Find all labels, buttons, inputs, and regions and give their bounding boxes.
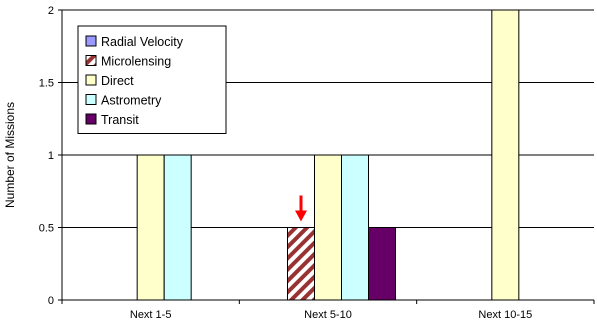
legend-swatch xyxy=(85,94,97,105)
legend: Radial Velocity Microlensing Direct Astrome… xyxy=(77,25,227,134)
axes: 0 0.5 1 1.5 2 Next 1-5 Next 5-10 Next 10-15 xyxy=(39,5,595,321)
legend-label: Radial Velocity xyxy=(101,35,184,49)
bar-astrometry xyxy=(341,154,369,301)
legend-label: Transit xyxy=(101,113,139,127)
bar-direct xyxy=(314,154,342,301)
y-tick-label: 2 xyxy=(48,5,54,17)
legend-swatch xyxy=(85,74,97,86)
legend-swatch xyxy=(85,113,97,125)
y-tick-label: 1 xyxy=(48,150,54,162)
legend-label: Astrometry xyxy=(101,94,162,108)
legend-label: Microlensing xyxy=(101,55,171,69)
x-category-label: Next 1-5 xyxy=(130,309,172,321)
arrow-head xyxy=(295,210,307,222)
legend-box xyxy=(77,25,227,134)
bar-direct xyxy=(136,154,165,301)
y-tick-label: 0.5 xyxy=(39,223,54,235)
legend-swatch xyxy=(85,35,97,47)
y-axis-title: Number of Missions xyxy=(3,102,17,208)
bar-astrometry xyxy=(163,154,192,301)
bar-transit xyxy=(368,227,396,301)
x-category-label: Next 10-15 xyxy=(478,309,532,321)
legend-swatch xyxy=(85,55,97,66)
y-tick-label: 0 xyxy=(48,295,54,307)
bar-direct xyxy=(491,9,520,301)
y-tick-label: 1.5 xyxy=(39,78,54,90)
annotation-arrow xyxy=(295,195,307,222)
bar-microlensing xyxy=(287,227,315,301)
x-category-label: Next 5-10 xyxy=(304,309,352,321)
legend-label: Direct xyxy=(101,74,134,88)
